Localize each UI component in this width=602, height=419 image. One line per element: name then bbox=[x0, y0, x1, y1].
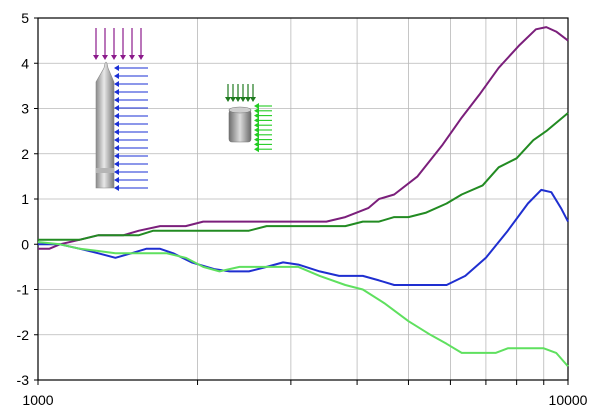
capsule-top-arrow-head bbox=[235, 97, 241, 102]
pencil-side-arrow-head bbox=[114, 65, 119, 71]
y-tick-label: 5 bbox=[21, 10, 29, 26]
series-line-2 bbox=[38, 112, 569, 241]
series-layer bbox=[37, 26, 569, 368]
capsule-top-arrows-icon bbox=[225, 84, 256, 102]
pencil-microphone-band bbox=[96, 168, 114, 173]
x-tick-label: 1000 bbox=[22, 392, 53, 408]
pencil-side-arrow-head bbox=[114, 73, 119, 79]
x-tick-label: 10000 bbox=[549, 392, 588, 408]
capsule-microphone-top bbox=[228, 106, 252, 114]
pencil-top-arrow-head bbox=[129, 55, 135, 60]
capsule-top-arrow-head bbox=[245, 97, 251, 102]
capsule-side-arrow-head bbox=[254, 127, 259, 133]
pencil-side-arrow-head bbox=[114, 153, 119, 159]
capsule-side-arrow-head bbox=[254, 141, 259, 148]
capsule-side-arrow-head bbox=[254, 103, 259, 109]
pencil-side-arrow-head bbox=[114, 169, 119, 175]
y-axis-ticks: 5 4 3 2 1 0 -1 -2 -3 bbox=[17, 10, 38, 388]
series-line-4 bbox=[37, 241, 569, 368]
pencil-side-arrow-head bbox=[114, 97, 119, 103]
pencil-top-arrow-head bbox=[111, 55, 117, 60]
pencil-side-arrow-head bbox=[114, 121, 119, 127]
capsule-top-arrow-head bbox=[250, 97, 256, 102]
pencil-side-arrow-head bbox=[114, 145, 119, 151]
pencil-top-arrow-head bbox=[138, 55, 144, 60]
pencil-top-arrow-head bbox=[93, 55, 99, 60]
capsule-side-arrow-head bbox=[254, 117, 259, 124]
capsule-top-arrow-head bbox=[240, 97, 246, 102]
x-axis-ticks: 1000 10000 bbox=[22, 380, 588, 408]
pencil-microphone-icon bbox=[95, 61, 115, 189]
y-tick-label: -2 bbox=[17, 327, 30, 343]
pencil-side-arrow-head bbox=[114, 89, 119, 95]
capsule-side-arrow-head bbox=[254, 107, 259, 114]
capsule-microphone-icon bbox=[228, 109, 252, 143]
y-tick-label: -3 bbox=[17, 372, 30, 388]
y-tick-label: 2 bbox=[21, 146, 29, 162]
pencil-side-arrow-head bbox=[114, 81, 119, 87]
pencil-side-arrow-head bbox=[114, 161, 119, 167]
capsule-side-arrows-icon bbox=[254, 103, 272, 153]
pencil-side-arrow-head bbox=[114, 185, 119, 191]
pencil-side-arrow-head bbox=[114, 137, 119, 143]
capsule-side-arrow-head bbox=[254, 122, 259, 129]
capsule-side-arrow-head bbox=[254, 131, 259, 138]
y-tick-label: 3 bbox=[21, 101, 29, 117]
pencil-top-arrow-head bbox=[102, 55, 108, 60]
y-tick-label: 1 bbox=[21, 191, 29, 207]
pencil-top-arrows-icon bbox=[93, 28, 144, 60]
pencil-side-arrow-head bbox=[114, 113, 119, 119]
capsule-top-arrow-head bbox=[230, 97, 236, 102]
pencil-side-arrow-head bbox=[114, 129, 119, 135]
capsule-side-arrow-head bbox=[254, 146, 259, 153]
y-tick-label: 0 bbox=[21, 236, 29, 252]
pencil-top-arrow-head bbox=[120, 55, 126, 60]
pencil-side-arrow-head bbox=[114, 177, 119, 183]
capsule-microphone-inset bbox=[225, 84, 272, 153]
capsule-side-arrow-head bbox=[254, 136, 259, 143]
capsule-side-arrow-head bbox=[254, 112, 259, 119]
y-tick-label: -1 bbox=[17, 282, 30, 298]
pencil-microphone-inset bbox=[93, 28, 148, 191]
y-tick-label: 4 bbox=[21, 55, 29, 71]
pencil-side-arrow-head bbox=[114, 105, 119, 111]
pencil-side-arrows-icon bbox=[114, 65, 148, 191]
capsule-top-arrow-head bbox=[225, 97, 231, 102]
